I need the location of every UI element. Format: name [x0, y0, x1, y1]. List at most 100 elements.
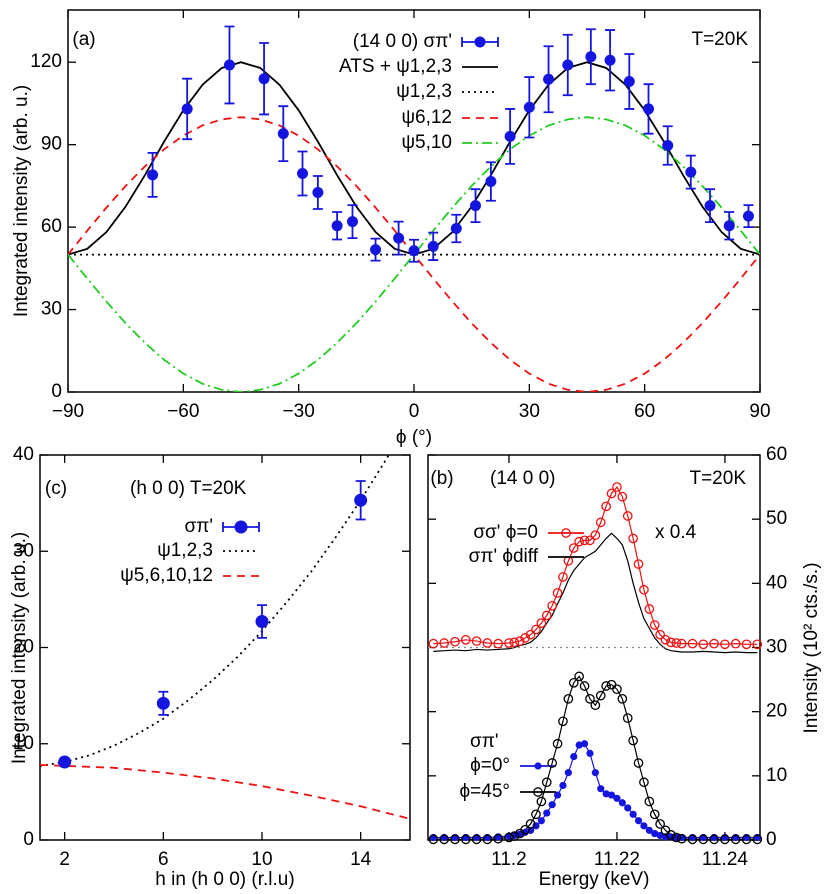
x-tick-label: 11.22	[594, 849, 640, 870]
marker	[471, 636, 482, 646]
y-tick-label: 90	[41, 134, 62, 155]
marker	[460, 834, 471, 845]
x-tick-label: 60	[634, 401, 655, 422]
panel-label: (b)	[430, 468, 453, 489]
marker	[602, 790, 610, 798]
marker	[552, 588, 563, 598]
marker	[720, 834, 730, 845]
marker	[532, 822, 540, 830]
y-axis-label: Integrated intensity (arb. u.)	[11, 85, 32, 317]
marker	[579, 535, 590, 546]
legend-label: ψ1,2,3	[396, 81, 452, 102]
x-axis-label: ϕ (°)	[396, 427, 432, 448]
marker	[439, 638, 450, 648]
marker	[258, 73, 270, 85]
marker	[531, 624, 541, 635]
marker	[568, 543, 579, 553]
marker	[534, 762, 542, 770]
y-tick-label: 40	[13, 444, 34, 465]
marker	[525, 629, 536, 640]
legend-label: ATS + ψ1,2,3	[339, 56, 452, 77]
marker	[671, 832, 682, 843]
marker	[723, 220, 735, 232]
marker	[514, 636, 525, 646]
marker	[541, 610, 552, 621]
marker	[622, 713, 633, 723]
marker	[687, 638, 698, 649]
marker	[676, 638, 687, 649]
x-axis-label: Energy (keV)	[539, 869, 650, 890]
marker	[639, 584, 649, 595]
marker	[666, 830, 676, 840]
marker	[676, 833, 687, 844]
marker	[493, 638, 504, 649]
legend-label: ϕ=45°	[460, 781, 510, 802]
annotation: (14 0 0)	[490, 468, 555, 489]
marker	[234, 520, 248, 534]
marker	[181, 103, 193, 115]
marker	[685, 166, 697, 178]
marker	[601, 501, 611, 512]
marker	[752, 639, 763, 650]
marker	[354, 493, 368, 507]
marker	[607, 791, 616, 799]
y-tick-label: 120	[30, 51, 62, 72]
marker	[671, 638, 682, 648]
marker	[644, 796, 655, 807]
y-axis-label: Integrated intensity (arb. u.)	[9, 532, 30, 764]
y-tick-label: 0	[51, 381, 62, 402]
marker	[504, 638, 514, 648]
panel-label: (c)	[45, 478, 67, 499]
annotation: T=20K	[689, 468, 746, 489]
marker	[563, 693, 574, 704]
marker	[585, 693, 595, 704]
marker	[450, 834, 460, 845]
y-tick-label: 20	[766, 701, 787, 722]
marker	[660, 634, 671, 645]
marker	[509, 637, 520, 648]
marker	[255, 615, 269, 629]
marker	[346, 216, 358, 228]
series-line	[40, 764, 410, 820]
x-tick-label: 2	[59, 849, 70, 870]
marker	[730, 638, 741, 649]
marker	[393, 232, 405, 244]
marker	[543, 809, 551, 817]
legend-label: ϕ=0°	[470, 755, 510, 776]
marker	[585, 51, 597, 63]
marker	[590, 530, 601, 541]
marker	[579, 681, 590, 691]
marker	[547, 600, 558, 611]
marker	[633, 758, 644, 768]
marker	[730, 834, 741, 845]
y-tick-label: 10	[13, 733, 34, 754]
marker	[644, 604, 655, 614]
marker	[297, 168, 309, 180]
marker	[595, 690, 606, 701]
marker	[331, 220, 343, 232]
y-tick-label: 50	[766, 508, 787, 529]
marker	[428, 638, 439, 649]
marker	[655, 629, 665, 640]
marker	[580, 740, 589, 748]
marker	[559, 781, 567, 790]
marker	[720, 639, 730, 650]
marker	[277, 128, 289, 140]
marker	[470, 200, 482, 212]
marker	[523, 101, 535, 113]
legend-label: σσ' ϕ=0	[473, 522, 538, 543]
marker	[474, 36, 486, 48]
y-tick-label: 10	[766, 765, 787, 786]
legend-label: ψ5,6,10,12	[120, 565, 213, 586]
marker	[687, 834, 698, 845]
marker	[613, 794, 621, 802]
x-tick-label: −30	[283, 401, 315, 422]
marker	[666, 637, 676, 648]
y-tick-label: 30	[41, 299, 62, 320]
y-tick-label: 20	[13, 637, 34, 658]
marker	[709, 834, 719, 845]
panel-label: (a)	[72, 29, 95, 50]
marker	[558, 572, 568, 582]
marker	[482, 638, 493, 648]
marker	[570, 752, 578, 761]
